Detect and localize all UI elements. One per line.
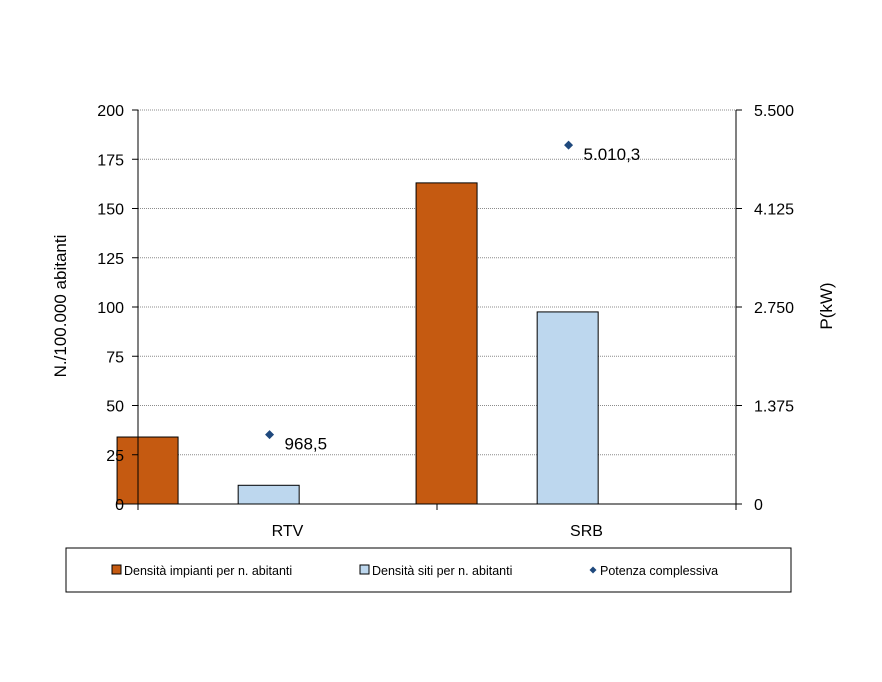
y-tick-label: 175 [97, 152, 124, 169]
point-data-label: 5.010,3 [584, 145, 641, 164]
y2-tick-label: 4.125 [754, 202, 794, 219]
legend-swatch [111, 564, 122, 575]
legend-marker [589, 566, 597, 574]
bar [237, 484, 300, 505]
legend-box [65, 547, 792, 593]
legend-label: Densità impianti per n. abitanti [124, 564, 292, 578]
axes [132, 109, 742, 510]
y-tick-label: 50 [106, 399, 124, 416]
y-tick-label: 125 [97, 251, 124, 268]
y-tick-label: 25 [106, 448, 124, 465]
legend-swatch [359, 564, 370, 575]
y-tick-label: 150 [97, 202, 124, 219]
x-tick-label: RTV [272, 523, 304, 540]
legend-label: Potenza complessiva [600, 564, 718, 578]
y-tick-label: 100 [97, 300, 124, 317]
bar [536, 311, 599, 505]
bar [415, 182, 478, 505]
point-marker [265, 430, 275, 440]
y-tick-label: 0 [115, 497, 124, 514]
point-marker [564, 140, 574, 150]
y2-tick-label: 1.375 [754, 399, 794, 416]
point-data-label: 968,5 [285, 435, 328, 454]
y-tick-label: 200 [97, 103, 124, 120]
x-tick-label: SRB [570, 523, 603, 540]
tick-labels: 0 25 50 75 100 125 150 175 200 0 1.375 2.750 4.125 5.… [97, 103, 794, 540]
y2-tick-label: 0 [754, 497, 763, 514]
data-points: 968,5 5.010,3 [265, 140, 641, 454]
y2-tick-label: 2.750 [754, 300, 794, 317]
legend: Densità impianti per n. abitanti Densità … [65, 547, 792, 593]
y2-axis-title: P(kW) [817, 282, 836, 329]
legend-label: Densità siti per n. abitanti [372, 564, 512, 578]
y-axis-title: N./100.000 abitanti [51, 235, 70, 378]
bar [116, 436, 179, 505]
y2-tick-label: 5.500 [754, 103, 794, 120]
bars [116, 182, 599, 505]
y-tick-label: 75 [106, 349, 124, 366]
